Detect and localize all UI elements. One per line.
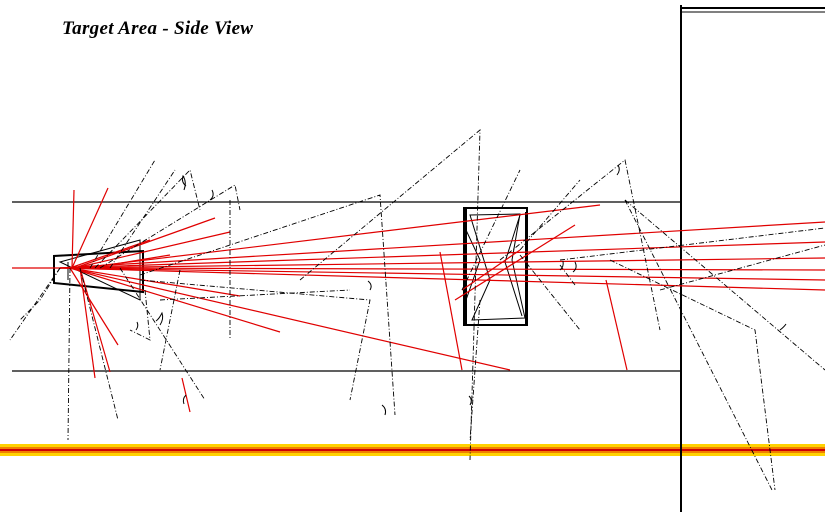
view-title: Target Area - Side View bbox=[62, 18, 254, 39]
beam-pipe bbox=[12, 201, 681, 372]
charged-tracks bbox=[12, 187, 825, 413]
neutral-track bbox=[129, 289, 151, 341]
charged-track bbox=[59, 267, 825, 291]
neutral-track bbox=[9, 267, 61, 341]
fragment bbox=[367, 280, 372, 291]
charged-track bbox=[605, 279, 628, 371]
band-stripe bbox=[0, 449, 825, 451]
neutral-track bbox=[559, 264, 576, 286]
box-inner-shape bbox=[469, 213, 526, 321]
fragment bbox=[135, 321, 139, 331]
neutral-tracks bbox=[9, 129, 825, 491]
charged-track bbox=[59, 267, 825, 271]
charged-track bbox=[71, 187, 109, 269]
fragment bbox=[616, 164, 620, 176]
neutral-track bbox=[499, 159, 661, 331]
neutral-track bbox=[519, 254, 581, 331]
fragment bbox=[572, 261, 577, 273]
neutral-track bbox=[119, 267, 206, 401]
neutral-track bbox=[624, 199, 825, 371]
neutral-track bbox=[609, 259, 776, 491]
charged-track bbox=[79, 267, 111, 373]
neutral-track bbox=[79, 267, 119, 421]
charged-track bbox=[69, 239, 151, 269]
neutral-track bbox=[469, 299, 481, 441]
charged-track bbox=[461, 249, 521, 291]
charged-track bbox=[71, 189, 75, 269]
neutral-track bbox=[159, 269, 181, 371]
band-stripe bbox=[0, 447, 825, 449]
neutral-track bbox=[109, 169, 176, 269]
neutral-track bbox=[299, 129, 481, 461]
neutral-track bbox=[19, 267, 61, 321]
band-stripe bbox=[0, 444, 825, 447]
charged-track bbox=[439, 251, 463, 371]
wall bbox=[680, 5, 825, 512]
secondary-fragments bbox=[135, 164, 787, 416]
neutral-track bbox=[94, 169, 201, 269]
neutral-track bbox=[99, 184, 241, 269]
charged-track bbox=[74, 217, 216, 269]
charged-track bbox=[79, 267, 96, 379]
charged-track bbox=[59, 267, 825, 281]
fragment bbox=[468, 395, 472, 406]
neutral-track bbox=[139, 279, 371, 401]
neutral-track bbox=[139, 194, 396, 416]
neutral-track bbox=[461, 169, 521, 291]
fragment bbox=[182, 394, 187, 405]
neutral-track bbox=[89, 159, 156, 269]
neutral-track bbox=[659, 244, 825, 291]
fragment bbox=[779, 323, 787, 331]
charged-track bbox=[59, 241, 825, 269]
charged-track bbox=[74, 231, 231, 269]
charged-track bbox=[79, 204, 601, 269]
neutral-track bbox=[559, 227, 825, 261]
charged-track bbox=[69, 267, 281, 333]
fragment bbox=[209, 189, 214, 201]
charged-track bbox=[59, 221, 825, 269]
neutral-track bbox=[67, 267, 71, 441]
charged-track bbox=[69, 267, 119, 346]
band-stripe bbox=[0, 453, 825, 456]
neutral-track bbox=[159, 289, 351, 301]
charged-track bbox=[69, 267, 511, 371]
fragment bbox=[559, 260, 564, 271]
fragment bbox=[181, 174, 187, 191]
charged-track bbox=[69, 267, 241, 297]
fragment bbox=[381, 404, 387, 416]
band-stripe bbox=[0, 451, 825, 453]
fragment bbox=[155, 311, 164, 326]
box-shading bbox=[465, 229, 481, 301]
target-front bbox=[53, 250, 144, 257]
neutral-track bbox=[519, 179, 581, 251]
neutral-track bbox=[624, 199, 773, 491]
floor-band bbox=[0, 444, 825, 456]
